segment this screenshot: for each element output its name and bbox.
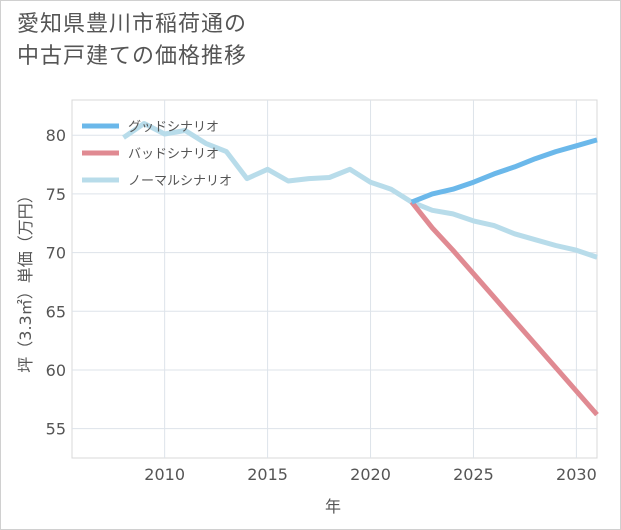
x-tick-label: 2015	[247, 465, 288, 484]
chart-title: 愛知県豊川市稲荷通の 中古戸建ての価格推移	[17, 9, 247, 73]
y-tick-label: 70	[46, 244, 66, 263]
x-tick-label: 2025	[453, 465, 494, 484]
series-lines	[122, 121, 599, 417]
x-axis-title: 年	[325, 497, 341, 516]
legend-label: グッドシナリオ	[128, 120, 219, 135]
y-tick-label: 65	[46, 302, 66, 321]
series-line-2	[409, 200, 599, 417]
grid-lines	[72, 100, 597, 458]
x-tick-label: 2020	[350, 465, 391, 484]
y-tick-label: 60	[46, 361, 66, 380]
chart-title-line-2: 中古戸建ての価格推移	[17, 44, 248, 69]
tick-labels: 2010 2015 2020 2025 2030 55 60 65 70 75 80	[46, 126, 597, 484]
y-tick-label: 75	[46, 185, 66, 204]
x-tick-label: 2030	[556, 465, 597, 484]
y-tick-label: 55	[46, 420, 66, 439]
plot-area	[71, 99, 598, 459]
series-line-3	[122, 121, 598, 260]
y-axis-title: 坪（3.3㎡）単価（万円）	[16, 187, 35, 372]
legend-label: バッドシナリオ	[128, 147, 219, 162]
series-line-1	[410, 137, 598, 205]
x-tick-label: 2010	[144, 465, 185, 484]
legend-label: ノーマルシナリオ	[128, 174, 232, 189]
y-tick-label: 80	[46, 126, 66, 145]
chart-title-line-1: 愛知県豊川市稲荷通の	[17, 12, 248, 37]
